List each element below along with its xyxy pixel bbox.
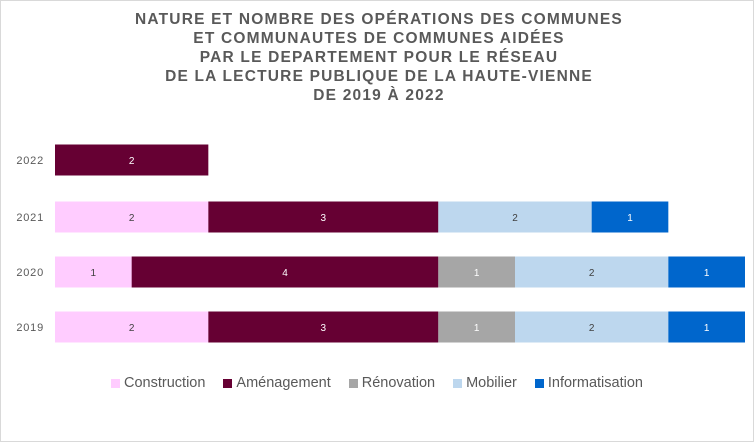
legend-label: Aménagement [236,375,331,391]
bar-2019-mobilier [515,311,669,343]
legend-swatch [348,378,358,388]
chart-legend: Construction Aménagement Rénovation Mobilie… [0,372,754,394]
legend-item-informatisation: Informatisation [534,375,643,391]
bar-2019-construction [55,311,209,343]
legend-label: Informatisation [547,375,643,391]
y-tick-label-2020: 2020 [16,267,44,279]
chart-title-line: PAR LE DEPARTEMENT POUR LE RÉSEAU [199,49,559,66]
data-label-2020-rénovation: 1 [474,268,480,279]
legend-label: Mobilier [466,375,517,391]
data-label-2021-mobilier: 2 [512,213,518,224]
data-label-2019-aménagement: 3 [321,323,327,334]
bar-2021-aménagement [208,201,439,233]
bar-2021-construction [55,201,209,233]
y-tick-label-2021: 2021 [16,212,44,224]
bar-2020-construction [55,256,132,288]
data-label-2019-rénovation: 1 [474,323,480,334]
bar-2021-informatisation [591,201,669,233]
data-label-2022-aménagement: 2 [129,156,135,167]
legend-label: Construction [124,375,206,391]
legend-swatch [534,378,544,388]
data-label-2020-construction: 1 [91,268,97,279]
data-label-2019-informatisation: 1 [704,323,710,334]
legend-label: Rénovation [361,375,436,391]
legend-swatch [223,378,233,388]
legend-item-rénovation: Rénovation [348,375,436,391]
bar-2019-rénovation [438,311,515,343]
bar-2021-mobilier [438,201,592,233]
legend-item-construction: Construction [111,375,205,391]
data-label-2019-construction: 2 [129,323,135,334]
bar-2020-mobilier [515,256,669,288]
data-label-2019-mobilier: 2 [589,323,595,334]
data-label-2021-aménagement: 3 [321,213,327,224]
data-label-2021-construction: 2 [129,213,135,224]
chart-title-line: NATURE ET NOMBRE DES OPÉRATIONS DES COMM… [135,11,623,28]
data-label-2020-mobilier: 2 [589,268,595,279]
legend-item-aménagement: Aménagement [223,375,331,391]
data-label-2020-informatisation: 1 [704,268,710,279]
bar-2020-aménagement [131,256,439,288]
bar-2020-informatisation [668,256,745,288]
y-tick-label-2022: 2022 [16,155,44,167]
bar-2019-aménagement [208,311,439,343]
chart-title-line: DE 2019 À 2022 [313,87,445,104]
bar-2020-rénovation [438,256,515,288]
legend-swatch [453,378,463,388]
data-label-2021-informatisation: 1 [627,213,633,224]
chart-title-line: DE LA LECTURE PUBLIQUE DE LA HAUTE-VIENN… [165,68,593,85]
legend-item-mobilier: Mobilier [453,375,517,391]
bar-2022-aménagement [55,144,209,176]
data-label-2020-aménagement: 4 [282,268,288,279]
bar-2019-informatisation [668,311,745,343]
y-tick-label-2019: 2019 [16,322,44,334]
legend-swatch [111,378,121,388]
chart-title: NATURE ET NOMBRE DES OPÉRATIONS DES COMM… [40,10,718,105]
chart-title-line: ET COMMUNAUTES DE COMMUNES AIDÉES [193,30,565,47]
